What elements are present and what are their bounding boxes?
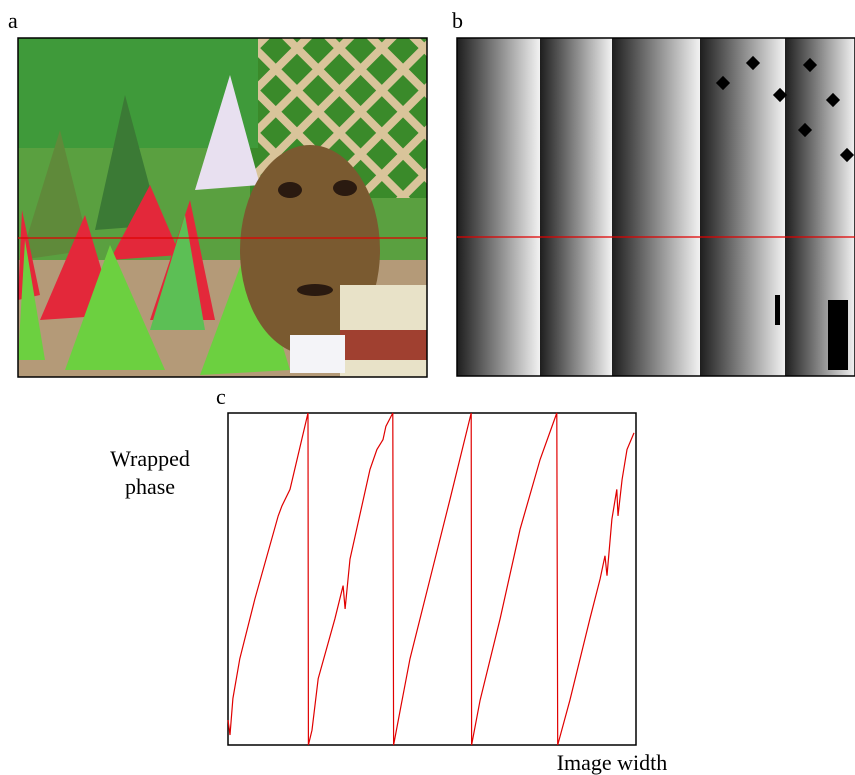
photo-a (18, 38, 427, 377)
panel-label: b (452, 8, 463, 33)
phase-map-b (457, 38, 855, 376)
panel-label: a (8, 8, 18, 33)
plot-frame (228, 413, 636, 745)
x-axis-label: Image width (557, 750, 668, 775)
panel-label: c (216, 384, 226, 409)
figure: a b c (0, 0, 855, 775)
phase-line (228, 413, 634, 745)
